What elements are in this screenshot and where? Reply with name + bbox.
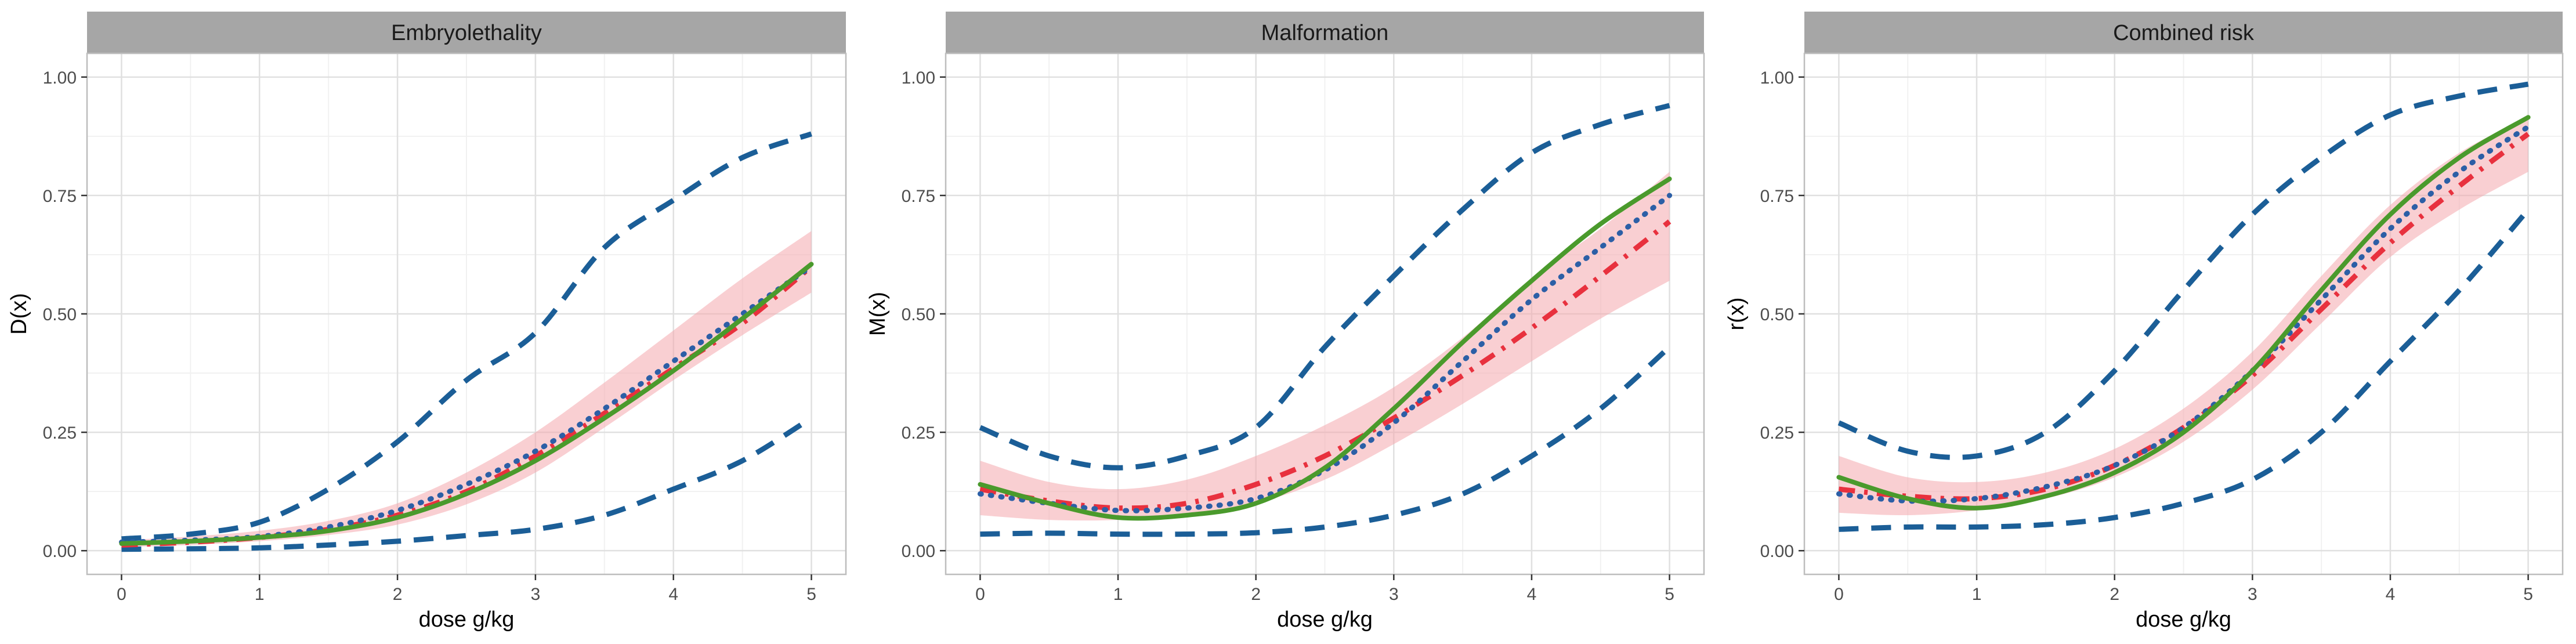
y-tick-label: 0.25 (1760, 424, 1794, 443)
x-tick-label: 5 (2523, 585, 2533, 604)
x-tick-label: 2 (1251, 585, 1261, 604)
x-tick-label: 1 (255, 585, 265, 604)
y-tick-label: 0.75 (902, 187, 935, 206)
series-line-dashdot (1838, 132, 2530, 502)
x-tick-label: 1 (1972, 585, 1982, 604)
series-line-dashed (979, 103, 1670, 471)
x-tick-label: 2 (393, 585, 403, 604)
x-tick-label: 1 (1113, 585, 1123, 604)
x-axis-title: dose g/kg (2136, 607, 2231, 632)
series-line-dashed (1837, 81, 2529, 460)
series-line-solid (978, 176, 1672, 521)
x-tick-label: 4 (1527, 585, 1537, 604)
x-tick-label: 4 (668, 585, 678, 604)
series-line-solid (1836, 115, 2531, 511)
y-tick-label: 0.75 (43, 187, 77, 206)
x-tick-label: 5 (806, 585, 816, 604)
y-axis-title: D(x) (7, 293, 31, 335)
series-line-dashdot (979, 219, 1671, 511)
y-tick-label: 0.00 (1760, 542, 1794, 561)
facet-title: Embryolethality (391, 21, 542, 45)
panel-2: Malformation 0 1 2 3 4 5 0.00 0.25 0.50 0.75 1.00 do… (866, 12, 1705, 632)
y-tick-label: 1.00 (43, 68, 77, 88)
y-tick-label: 0.50 (43, 305, 77, 324)
series-line-dotted (977, 193, 1673, 513)
x-tick-label: 3 (1389, 585, 1399, 604)
panel-3: Combined risk 0 1 2 3 4 5 0.00 0.25 0.50 0.75 1.00 d… (1724, 12, 2564, 632)
y-tick-label: 1.00 (902, 68, 935, 88)
y-tick-label: 0.50 (1760, 305, 1794, 324)
x-tick-label: 5 (1665, 585, 1674, 604)
y-axis-title: M(x) (866, 292, 890, 336)
y-axis-title: r(x) (1724, 298, 1749, 331)
x-axis-title: dose g/kg (1277, 607, 1373, 632)
facet-strip (1804, 12, 2563, 53)
x-tick-label: 0 (1834, 585, 1844, 604)
y-tick-label: 0.25 (43, 424, 77, 443)
y-tick-label: 0.00 (43, 542, 77, 561)
x-tick-label: 3 (531, 585, 541, 604)
y-tick-label: 0.25 (902, 424, 935, 443)
x-tick-label: 4 (2386, 585, 2396, 604)
series-line-dashed (121, 131, 812, 542)
y-tick-label: 0.50 (902, 305, 935, 324)
facet-strip (87, 12, 846, 53)
series-line-dashed (980, 345, 1671, 537)
series-line-solid (119, 262, 814, 546)
y-tick-label: 0.00 (902, 542, 935, 561)
x-tick-label: 2 (2110, 585, 2119, 604)
series-line-dashed (121, 415, 813, 552)
y-tick-label: 1.00 (1760, 68, 1794, 88)
x-tick-label: 3 (2248, 585, 2257, 604)
x-tick-label: 0 (975, 585, 985, 604)
x-axis-title: dose g/kg (419, 607, 515, 632)
series-line-dotted (1836, 124, 2531, 504)
x-tick-label: 0 (117, 585, 126, 604)
panel-1: Embryolethality 0 1 2 3 4 5 0.00 0.25 0.50 0.75 1.0… (7, 12, 847, 632)
y-tick-label: 0.75 (1760, 187, 1794, 206)
series-line-dashed (1839, 208, 2531, 532)
facet-title: Combined risk (2113, 21, 2255, 45)
facet-title: Malformation (1261, 21, 1389, 45)
confidence-band (980, 172, 1670, 521)
facet-strip (946, 12, 1704, 53)
